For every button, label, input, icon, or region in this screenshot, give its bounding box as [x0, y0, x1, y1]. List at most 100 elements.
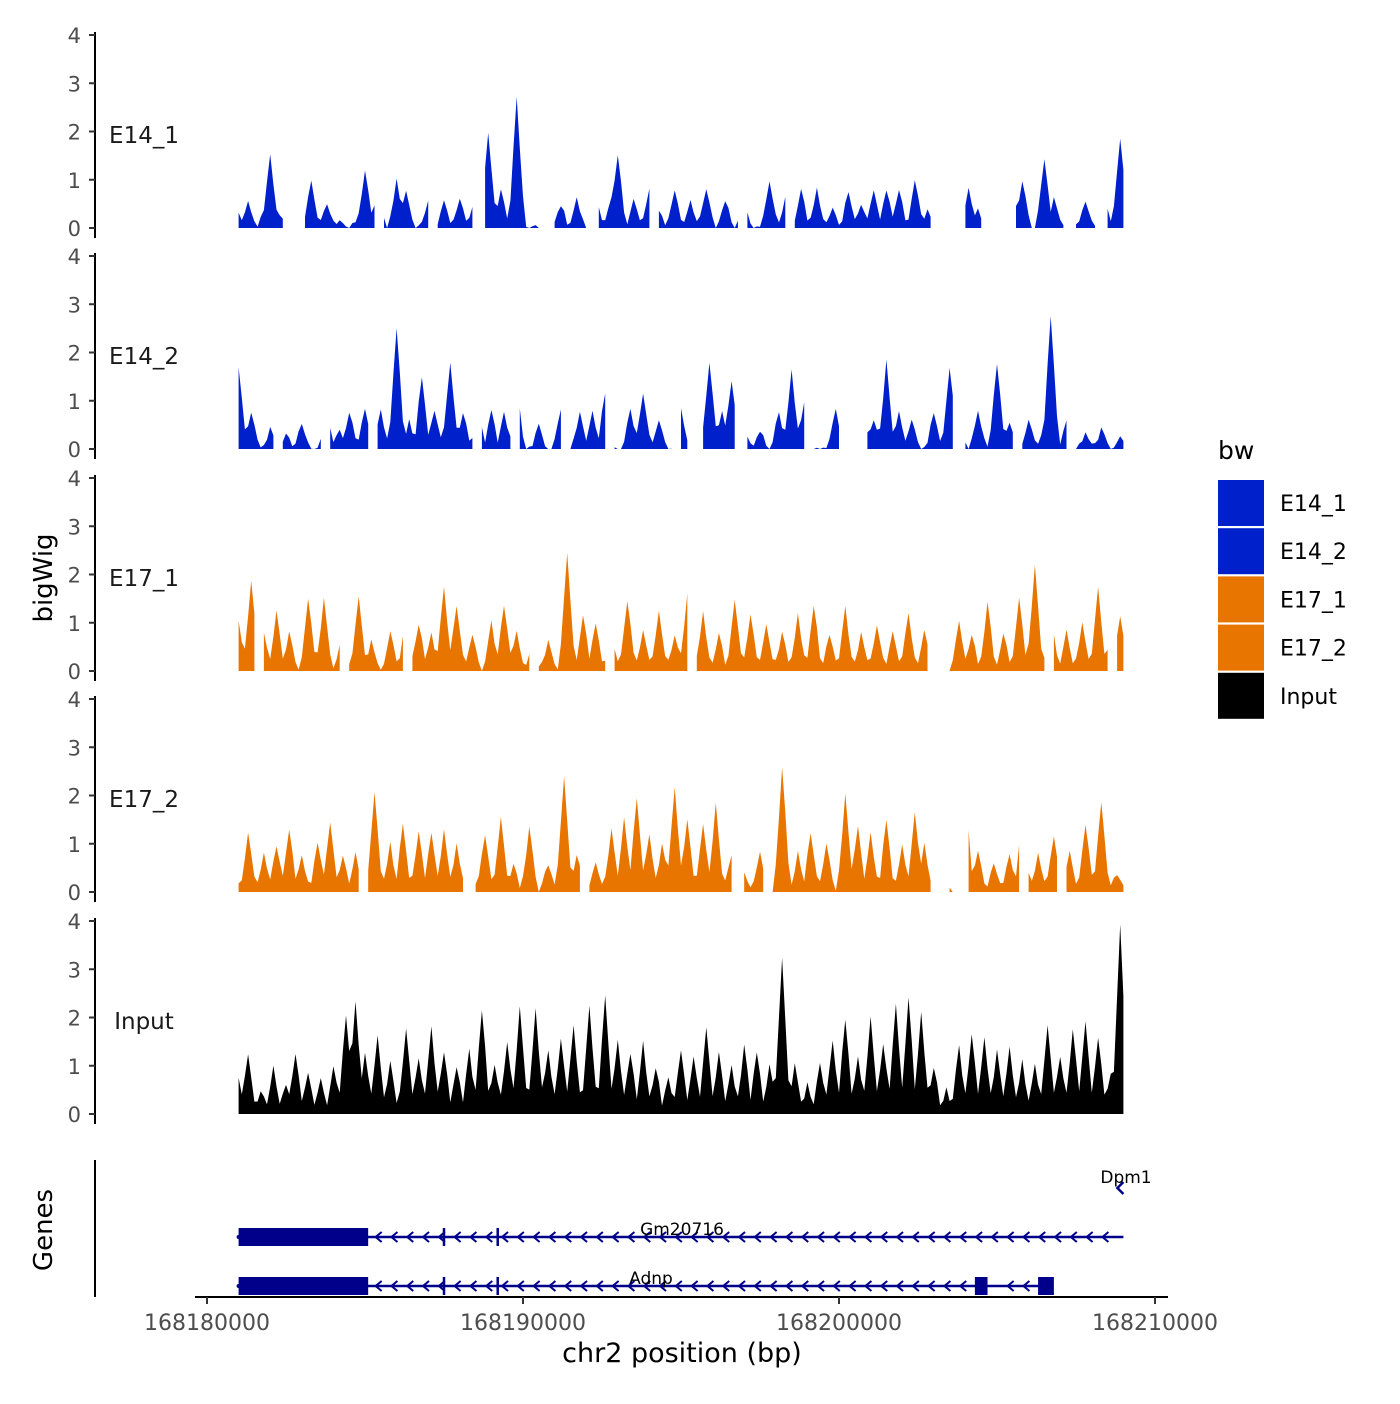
- y-tick-label: 1: [68, 169, 81, 193]
- y-tick-label: 4: [68, 910, 81, 934]
- signal-area: [813, 408, 839, 449]
- strand-arrow: [832, 1280, 841, 1292]
- strand-arrow: [753, 1231, 762, 1243]
- y-tick-label: 0: [68, 881, 81, 905]
- legend-item-E14_2: E14_2: [1218, 528, 1347, 575]
- y-tick-label: 3: [68, 72, 81, 96]
- strand-arrow: [374, 1280, 383, 1292]
- strand-arrow: [974, 1231, 983, 1243]
- strand-arrow: [595, 1231, 604, 1243]
- exon-block: [1038, 1277, 1054, 1295]
- signal-area: [384, 178, 429, 228]
- strand-arrow: [405, 1280, 414, 1292]
- strand-arrow: [642, 1231, 651, 1243]
- legend-item-Input: Input: [1218, 672, 1337, 719]
- legend-swatch: [1218, 480, 1264, 526]
- strand-arrow: [389, 1280, 399, 1292]
- strand-arrow: [737, 1280, 746, 1292]
- strand-arrow: [1006, 1231, 1015, 1243]
- strand-arrow: [927, 1280, 936, 1292]
- x-tick-label: 168190000: [460, 1311, 586, 1336]
- y-tick-label: 1: [68, 1055, 81, 1079]
- signal-area: [368, 792, 463, 892]
- y-tick-label: 0: [68, 660, 81, 684]
- signal-area: [589, 787, 732, 892]
- strand-arrow: [800, 1280, 809, 1292]
- strand-arrow: [895, 1231, 904, 1243]
- y-tick-label: 4: [68, 245, 81, 269]
- track-Input: 0 1 2 3 4 Input: [68, 910, 1124, 1127]
- x-axis: 168180000 168190000 168200000 168210000: [144, 1296, 1218, 1336]
- signal-area: [519, 408, 561, 449]
- strand-arrow: [1053, 1231, 1062, 1243]
- strand-arrow: [500, 1280, 509, 1292]
- strand-arrow: [626, 1231, 636, 1243]
- strand-arrow: [547, 1231, 557, 1243]
- y-tick-label: 4: [68, 688, 81, 712]
- gene-label: Gm20716: [640, 1220, 724, 1240]
- strand-arrow: [611, 1280, 620, 1292]
- signal-area: [965, 364, 1013, 449]
- exon-block: [238, 1228, 369, 1246]
- signal-area: [1076, 427, 1124, 449]
- strand-arrow: [563, 1231, 572, 1243]
- y-tick-label: 3: [68, 736, 81, 760]
- strand-arrow: [1115, 1181, 1125, 1195]
- strand-arrow: [942, 1280, 952, 1292]
- strand-arrow: [832, 1231, 841, 1243]
- exon-block: [238, 1277, 369, 1295]
- x-tick-label: 168180000: [144, 1311, 270, 1336]
- signal-area: [475, 776, 580, 892]
- signal-area: [867, 359, 953, 449]
- signal-area: [412, 586, 530, 671]
- strand-arrow: [990, 1231, 999, 1243]
- signal-area: [949, 564, 1045, 671]
- strand-arrow: [626, 1280, 636, 1292]
- signal-area: [696, 600, 928, 671]
- strand-arrow: [421, 1280, 430, 1292]
- signal-area: [437, 198, 473, 228]
- legend-label: E17_2: [1280, 637, 1347, 662]
- track-E17_2: 0 1 2 3 4 E17_2: [68, 688, 1124, 905]
- signal-area: [1016, 159, 1064, 228]
- signal-area: [377, 328, 473, 449]
- gene-Gm20716: Gm20716: [236, 1220, 1124, 1246]
- signal-area: [965, 187, 982, 228]
- legend-title: bw: [1218, 436, 1254, 465]
- legend-label: E14_2: [1280, 540, 1347, 565]
- signal-area: [282, 423, 321, 449]
- track-label: E14_1: [109, 123, 179, 149]
- strand-arrow: [784, 1231, 794, 1243]
- y-tick-label: 4: [68, 24, 81, 48]
- gene-Dpm1: Dpm1: [1100, 1168, 1152, 1195]
- legend-label: E14_1: [1280, 492, 1347, 517]
- signal-area: [1028, 836, 1057, 892]
- legend-swatch: [1218, 624, 1264, 671]
- strand-arrow: [500, 1231, 509, 1243]
- strand-arrow: [848, 1231, 857, 1243]
- strand-arrow: [911, 1280, 920, 1292]
- y-axis-title: bigWig: [29, 533, 59, 622]
- strand-arrow: [863, 1280, 873, 1292]
- y-tick-label: 2: [68, 121, 81, 145]
- signal-area: [263, 597, 340, 671]
- gene-label: Dpm1: [1100, 1168, 1151, 1188]
- strand-arrow: [769, 1280, 778, 1292]
- strand-arrow: [927, 1231, 936, 1243]
- strand-arrow: [942, 1231, 952, 1243]
- genes-axis-title: Genes: [29, 1189, 59, 1271]
- strand-arrow: [705, 1280, 715, 1292]
- strand-arrow: [484, 1280, 493, 1292]
- strand-arrow: [800, 1231, 809, 1243]
- legend-label: Input: [1280, 685, 1337, 710]
- strand-arrow: [674, 1231, 683, 1243]
- strand-arrow: [816, 1231, 825, 1243]
- signal-area: [747, 181, 786, 228]
- y-tick-label: 2: [68, 342, 81, 366]
- strand-arrow: [958, 1231, 967, 1243]
- strand-arrow: [784, 1280, 794, 1292]
- strand-arrow: [532, 1231, 541, 1243]
- strand-arrow: [468, 1280, 478, 1292]
- x-tick-label: 168210000: [1092, 1311, 1218, 1336]
